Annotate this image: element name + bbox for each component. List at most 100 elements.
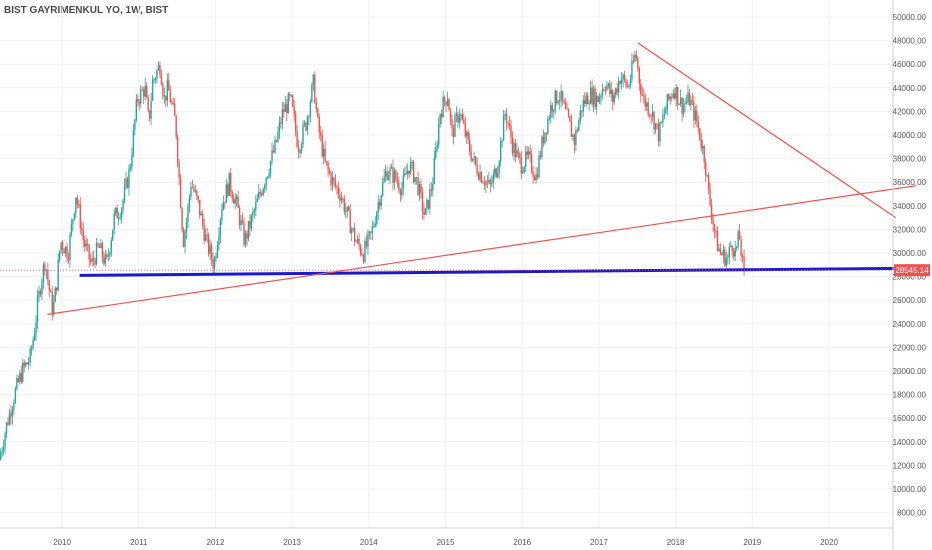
- candle-body: [501, 140, 503, 142]
- candle-body: [702, 145, 704, 149]
- candle-body: [327, 163, 329, 170]
- candle-body: [476, 164, 478, 175]
- candle-body: [57, 260, 59, 291]
- candle-body: [359, 245, 362, 254]
- candle-body: [4, 433, 6, 448]
- candle-body: [44, 264, 46, 271]
- candle-body: [328, 169, 331, 174]
- candle-body: [424, 208, 427, 215]
- candle-body: [216, 245, 219, 257]
- candle-body: [498, 161, 500, 173]
- candle-body: [648, 114, 651, 116]
- candle-body: [137, 99, 139, 102]
- y-tick-label: 18000.00: [893, 391, 927, 400]
- candle-body: [138, 101, 140, 104]
- y-tick-label: 32000.00: [893, 225, 927, 234]
- candle-body: [411, 161, 413, 163]
- y-tick-label: 8000.00: [897, 509, 926, 518]
- drawings[interactable]: [0, 42, 916, 315]
- candle-body: [448, 99, 450, 111]
- candle-body: [110, 240, 112, 253]
- candle-body: [377, 202, 379, 213]
- candle-body: [144, 85, 146, 97]
- candle-body: [203, 224, 205, 241]
- candle-body: [632, 60, 635, 62]
- candle-body: [94, 260, 96, 265]
- candle-body: [409, 162, 412, 174]
- candle-body: [635, 54, 638, 59]
- candle-body: [11, 409, 14, 417]
- candle-body: [645, 102, 648, 107]
- candle-body: [290, 95, 292, 97]
- candle-body: [395, 170, 397, 180]
- candle-body: [58, 250, 61, 261]
- candle-body: [13, 402, 15, 410]
- candle-body: [727, 257, 729, 259]
- candle-body: [457, 113, 459, 123]
- candle-body: [379, 202, 381, 206]
- candle-body: [188, 196, 191, 207]
- candle-body: [95, 243, 98, 265]
- candle-body: [353, 228, 356, 242]
- candle-body: [368, 231, 371, 234]
- candle-body: [305, 122, 307, 131]
- candle-body: [728, 246, 730, 258]
- candle-body: [616, 88, 618, 93]
- candle-body: [707, 175, 710, 190]
- candle-body: [644, 96, 646, 107]
- candle-body: [398, 182, 400, 191]
- candle-body: [294, 114, 297, 132]
- candle-body: [287, 94, 289, 114]
- candle-body: [420, 184, 422, 193]
- candle-body: [477, 174, 480, 180]
- candle-body: [29, 348, 31, 363]
- candle-body: [634, 54, 636, 62]
- candle-body: [370, 231, 372, 233]
- candle-body: [693, 101, 695, 121]
- x-tick-label: 2017: [590, 538, 608, 547]
- candle-body: [594, 88, 596, 108]
- candle-body: [718, 248, 720, 252]
- candle-body: [117, 217, 120, 219]
- candle-body: [72, 219, 74, 224]
- candle-body: [55, 287, 58, 291]
- candle-body: [209, 245, 211, 254]
- candle-body: [558, 99, 561, 102]
- candle-body: [78, 204, 80, 206]
- candle-body: [173, 103, 176, 116]
- candle-body: [429, 189, 431, 209]
- candle-body: [535, 174, 537, 181]
- candle-body: [281, 109, 284, 124]
- candle-body: [61, 242, 64, 250]
- chart-title: BIST GAYRIMENKUL YO, 1W, BIST: [4, 5, 169, 16]
- candle-body: [678, 104, 680, 106]
- candle-body: [88, 244, 90, 260]
- candle-body: [125, 178, 127, 187]
- candle-body: [466, 132, 468, 137]
- candle-body: [196, 190, 198, 197]
- candle-body: [241, 219, 244, 223]
- candle-body: [157, 65, 160, 71]
- candle-body: [731, 245, 733, 251]
- candle-body: [222, 202, 225, 210]
- candle-body: [567, 109, 570, 117]
- candle-body: [35, 321, 37, 334]
- candle-body: [277, 131, 279, 142]
- candle-body: [176, 137, 179, 164]
- rising-trendline[interactable]: [47, 185, 916, 315]
- candle-body: [297, 147, 300, 153]
- candle-body: [54, 287, 56, 303]
- candle-body: [719, 248, 722, 254]
- candle-body: [371, 226, 374, 233]
- candle-body: [417, 177, 419, 195]
- candle-body: [607, 83, 610, 86]
- candle-body: [704, 162, 707, 176]
- candle-body: [585, 95, 587, 105]
- support-line[interactable]: [79, 266, 909, 277]
- falling-trendline[interactable]: [637, 42, 897, 219]
- candle-body: [473, 156, 475, 159]
- candle-body: [612, 90, 614, 103]
- candle-body: [263, 185, 266, 189]
- candle-body: [291, 95, 294, 107]
